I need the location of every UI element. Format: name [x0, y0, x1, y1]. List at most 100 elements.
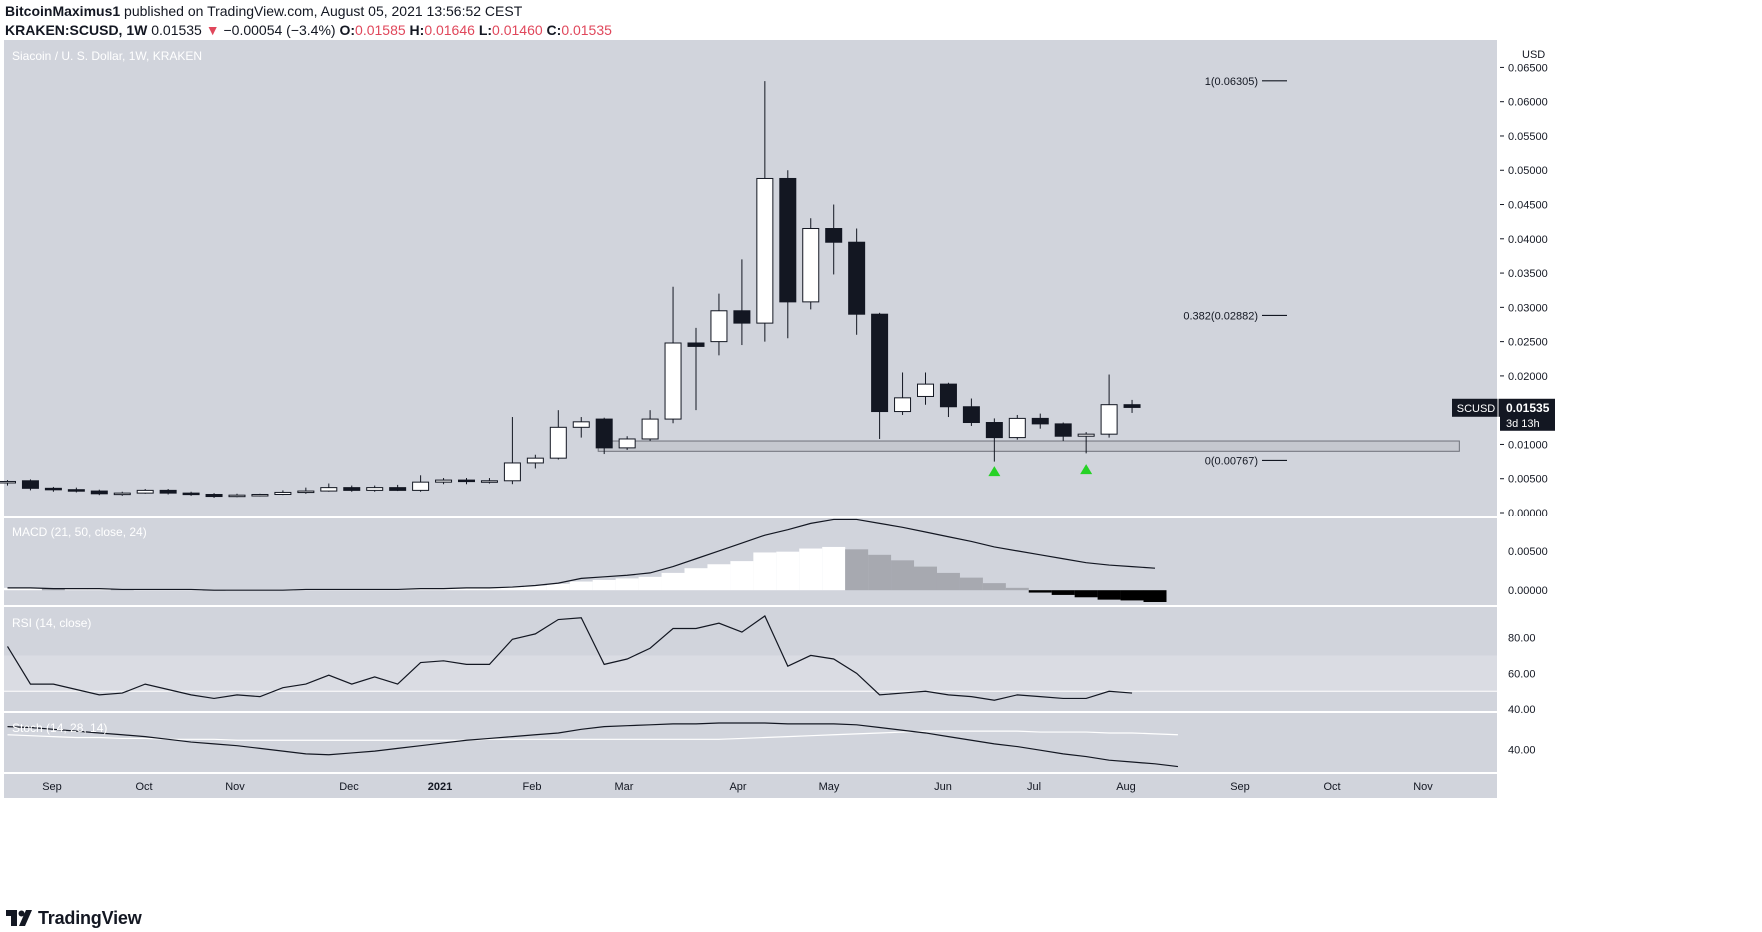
publisher-name[interactable]: BitcoinMaximus1: [5, 3, 121, 19]
macd-histogram-bar: [477, 587, 501, 591]
currency-label: USD: [1522, 49, 1545, 61]
candle: [90, 490, 108, 495]
stoch-k-line: [7, 722, 1179, 768]
fib-level-label: 0(0.00767): [1205, 455, 1258, 467]
candle: [1031, 417, 1049, 425]
macd-histogram-bar: [707, 564, 731, 591]
price-tick-label: 0.03500: [1508, 268, 1548, 280]
time-tick-label: Feb: [523, 781, 542, 793]
rsi-line: [6, 615, 1133, 701]
time-tick-label: Oct: [1323, 781, 1340, 793]
high-label: H:: [409, 22, 425, 38]
candle: [939, 383, 957, 408]
chart-title: Siacoin / U. S. Dollar, 1W, KRAKEN: [12, 49, 202, 63]
macd-histogram-bar: [523, 585, 547, 591]
chart-header: BitcoinMaximus1 published on TradingView…: [5, 2, 1005, 40]
price-tag-symbol: SCUSD: [1457, 403, 1496, 415]
candle: [1008, 417, 1026, 439]
candle: [917, 383, 934, 397]
candle: [572, 421, 590, 428]
close-label: C:: [546, 22, 562, 38]
time-tick-label: Sep: [42, 781, 62, 793]
candle: [458, 479, 475, 483]
rsi-title: RSI (14, close): [12, 616, 91, 630]
candle: [526, 457, 544, 464]
fib-level-label: 1(0.06305): [1205, 76, 1258, 88]
candle: [1054, 423, 1072, 437]
macd-histogram-bar: [982, 583, 1006, 591]
macd-histogram-bar: [615, 578, 639, 591]
price-tick-label: 0.05000: [1508, 165, 1548, 177]
candle: [412, 481, 430, 491]
macd-histogram-bar: [409, 588, 433, 591]
candle: [228, 494, 246, 498]
candle: [1100, 404, 1118, 435]
low-label: L:: [478, 22, 493, 38]
time-tick-label: Aug: [1116, 781, 1136, 793]
macd-histogram-bar: [546, 583, 570, 591]
candle: [1123, 404, 1141, 408]
candle: [985, 422, 1003, 439]
macd-histogram-bar: [638, 576, 662, 591]
candle: [687, 342, 705, 347]
macd-histogram-bar: [0, 587, 19, 591]
candle: [205, 493, 223, 498]
macd-histogram-bar: [730, 561, 754, 591]
open-value: 0.01585: [355, 22, 406, 38]
macd-tick-label: 0.00500: [1508, 546, 1548, 558]
macd-histogram-bar: [87, 588, 111, 591]
macd-histogram-bar: [845, 549, 869, 591]
price-panel: [4, 40, 1497, 516]
price-tick-label: 0.05500: [1508, 131, 1548, 143]
publish-line: BitcoinMaximus1 published on TradingView…: [5, 2, 1005, 21]
price-change: −0.00054 (−3.4%): [223, 22, 336, 38]
candle: [274, 491, 292, 495]
macd-histogram-bar: [753, 552, 777, 591]
price-tick-label: 0.04500: [1508, 200, 1548, 212]
symbol-label: KRAKEN:SCUSD, 1W: [5, 22, 148, 38]
macd-histogram-bar: [936, 572, 960, 591]
candle: [549, 426, 567, 459]
down-arrow-icon: ▼: [205, 22, 220, 38]
macd-title: MACD (21, 50, close, 24): [12, 525, 147, 539]
candle: [825, 228, 843, 243]
candle: [21, 480, 39, 489]
macd-histogram-bar: [1097, 590, 1121, 600]
candle: [182, 492, 200, 496]
candle: [435, 479, 453, 483]
candle: [962, 406, 980, 424]
candle: [756, 177, 774, 324]
ohlc-line: KRAKEN:SCUSD, 1W 0.01535 ▼ −0.00054 (−3.…: [5, 21, 1005, 40]
candle: [733, 310, 751, 324]
candle: [802, 228, 820, 303]
macd-histogram-bar: [1120, 590, 1144, 601]
macd-histogram-bar: [891, 560, 915, 591]
candle: [251, 493, 269, 497]
up-arrow-marker-icon: [1080, 464, 1093, 475]
candle: [366, 487, 384, 491]
stoch-tick-label: 40.00: [1508, 744, 1536, 756]
macd-histogram-bar: [1074, 590, 1098, 598]
time-tick-label: Apr: [729, 781, 746, 793]
candle: [664, 342, 682, 420]
candle: [503, 462, 521, 482]
support-zone: [597, 440, 1460, 452]
macd-histogram-bar: [868, 554, 892, 591]
time-tick-label: Jun: [934, 781, 952, 793]
stoch-title: Stoch (14, 28, 14): [12, 721, 107, 735]
macd-histogram-bar: [914, 566, 937, 591]
macd-histogram-bar: [776, 551, 800, 591]
macd-histogram-bar: [500, 587, 524, 591]
price-tick-label: 0.04000: [1508, 234, 1548, 246]
macd-histogram-bar: [1028, 590, 1052, 593]
up-arrow-marker-icon: [988, 466, 1001, 477]
price-tag-bg: [1500, 398, 1555, 431]
candle: [320, 487, 338, 492]
candle: [0, 480, 16, 484]
macd-histogram-bar: [41, 588, 65, 591]
candle: [710, 310, 728, 343]
macd-line: [7, 518, 1156, 591]
tradingview-logo[interactable]: TradingView: [6, 906, 142, 930]
last-price: 0.01535: [151, 22, 202, 38]
